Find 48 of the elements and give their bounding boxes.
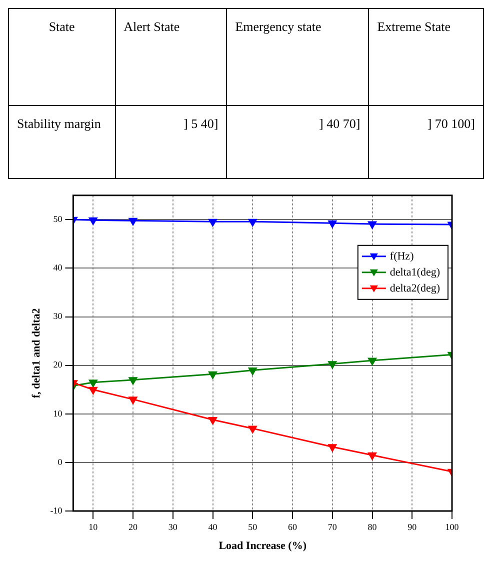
x-axis-title: Load Increase (%) xyxy=(218,540,307,552)
x-tick-label: 50 xyxy=(248,522,258,532)
x-tick-label: 100 xyxy=(445,522,460,532)
point xyxy=(128,377,138,385)
legend-label: delta2(deg) xyxy=(390,282,440,294)
text: ] 40 70] xyxy=(226,106,369,178)
y-tick-label: 30 xyxy=(53,311,63,322)
point xyxy=(128,218,138,226)
x-tick-label: 30 xyxy=(168,522,178,532)
point xyxy=(368,221,376,229)
x-tick-label: 10 xyxy=(88,522,98,532)
point xyxy=(248,367,257,375)
x-tick-label: 40 xyxy=(208,522,218,532)
legend-label: delta1(deg) xyxy=(390,266,440,278)
y-tick-label: -10 xyxy=(50,505,63,516)
text: Extreme State xyxy=(368,8,484,106)
y-axis-title: f, delta1 and delta2 xyxy=(30,308,42,398)
point xyxy=(328,361,337,369)
y-tick-label: 20 xyxy=(53,360,63,370)
point xyxy=(128,396,138,404)
point xyxy=(328,444,337,452)
text: ] 70 100] xyxy=(368,106,484,178)
y-tick-label: 50 xyxy=(53,214,63,224)
text: Stability margin xyxy=(8,106,116,178)
text: ] 5 40] xyxy=(115,106,227,178)
x-tick-label: 20 xyxy=(128,522,138,532)
y-tick-label: 40 xyxy=(53,262,63,273)
legend-label: f(Hz) xyxy=(390,250,414,262)
point xyxy=(208,416,217,424)
point xyxy=(368,358,376,366)
point xyxy=(248,426,257,434)
y-tick-label: 10 xyxy=(53,408,63,418)
point xyxy=(88,386,98,394)
point xyxy=(208,218,217,226)
point xyxy=(88,217,98,225)
point xyxy=(248,218,257,226)
x-tick-label: 60 xyxy=(288,522,298,532)
point xyxy=(328,220,337,228)
point xyxy=(208,371,217,379)
x-tick-label: 70 xyxy=(328,522,338,532)
x-tick-label: 80 xyxy=(368,522,378,532)
y-tick-label: 0 xyxy=(58,456,63,467)
point xyxy=(368,452,376,460)
point xyxy=(88,380,98,388)
text: Emergency state xyxy=(226,8,369,106)
text: State xyxy=(8,8,116,106)
text: Alert State xyxy=(115,8,227,106)
x-tick-label: 90 xyxy=(408,522,418,532)
